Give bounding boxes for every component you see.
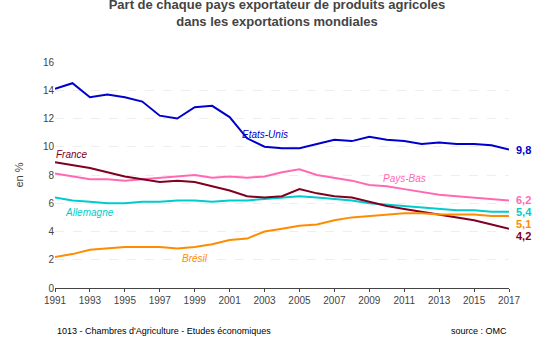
svg-text:2007: 2007 [323, 295, 346, 306]
svg-text:6,2: 6,2 [516, 194, 531, 206]
svg-text:10: 10 [43, 141, 55, 152]
svg-text:2003: 2003 [253, 295, 276, 306]
svg-text:1995: 1995 [114, 295, 137, 306]
svg-text:1999: 1999 [184, 295, 207, 306]
svg-text:4,2: 4,2 [516, 230, 531, 242]
svg-text:14: 14 [43, 85, 55, 96]
svg-text:en %: en % [13, 162, 25, 187]
svg-text:2009: 2009 [358, 295, 381, 306]
svg-text:8: 8 [48, 170, 54, 181]
svg-text:source : OMC: source : OMC [451, 326, 507, 336]
svg-text:2011: 2011 [393, 295, 415, 306]
svg-text:9,8: 9,8 [516, 144, 531, 156]
svg-text:2005: 2005 [288, 295, 311, 306]
svg-text:2017: 2017 [498, 295, 521, 306]
svg-text:2015: 2015 [463, 295, 486, 306]
svg-text:1997: 1997 [149, 295, 172, 306]
svg-text:Etats-Unis: Etats-Unis [242, 129, 288, 140]
svg-text:5,4: 5,4 [516, 206, 532, 218]
svg-text:5,1: 5,1 [516, 218, 531, 230]
svg-text:France: France [56, 149, 88, 160]
svg-text:Part de chaque pays exportateu: Part de chaque pays exportateur de produ… [109, 0, 446, 29]
svg-text:2001: 2001 [218, 295, 241, 306]
svg-text:1991: 1991 [44, 295, 67, 306]
svg-text:16: 16 [43, 57, 55, 68]
svg-text:0: 0 [48, 283, 54, 294]
svg-text:Allemagne: Allemagne [65, 207, 114, 218]
svg-text:6: 6 [48, 198, 54, 209]
svg-text:Brésil: Brésil [182, 253, 208, 264]
svg-text:4: 4 [48, 226, 54, 237]
svg-text:1013 - Chambres d'Agriculture: 1013 - Chambres d'Agriculture - Etudes é… [57, 326, 271, 336]
svg-text:Pays-Bas: Pays-Bas [383, 173, 426, 184]
svg-text:1993: 1993 [79, 295, 102, 306]
svg-text:12: 12 [43, 113, 55, 124]
svg-text:2013: 2013 [428, 295, 451, 306]
svg-text:2: 2 [48, 254, 54, 265]
